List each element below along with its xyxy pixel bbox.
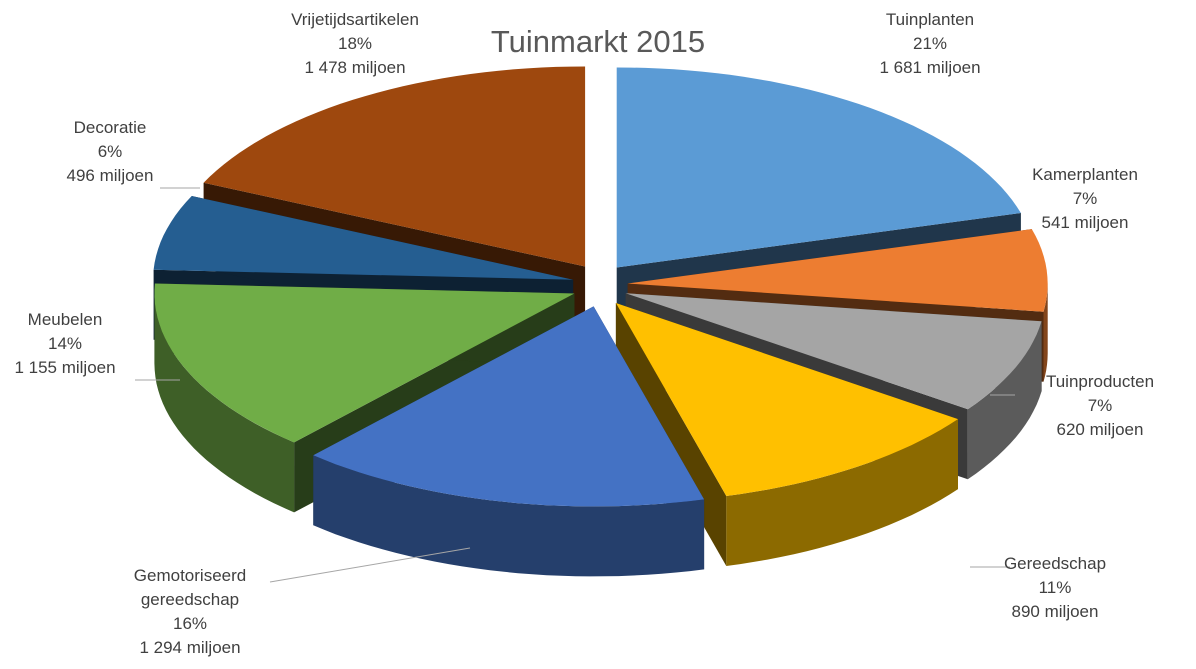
label-percent: 7% [1087,396,1113,415]
label-category: Gereedschap [1003,554,1107,573]
label-category: Tuinproducten [1045,372,1155,391]
slice-side [967,321,1042,480]
label-category: Gemotoriseerd gereedschap [133,566,247,609]
leader-line [269,547,471,583]
slice [616,67,1021,268]
slice-side [1043,283,1048,382]
label-value: 496 miljoen [66,166,154,185]
label-category: Decoratie [73,118,147,137]
label-percent: 16% [172,614,208,633]
label-percent: 18% [337,34,373,53]
data-label: Gemotoriseerd gereedschap 16% 1 294 miljoe… [105,564,275,660]
label-percent: 21% [912,34,948,53]
label-value: 541 miljoen [1041,213,1129,232]
data-label: Kamerplanten 7% 541 miljoen [980,163,1190,235]
data-label: Tuinplanten 21% 1 681 miljoen [825,8,1035,80]
slice [153,196,574,280]
label-percent: 11% [1038,578,1072,597]
label-value: 890 miljoen [1011,602,1099,621]
slice-side [726,419,958,566]
data-label: Gereedschap 11% 890 miljoen [950,552,1160,624]
label-category: Kamerplanten [1032,165,1138,184]
label-value: 1 155 miljoen [14,358,116,377]
data-label: Tuinproducten 7% 620 miljoen [995,370,1196,442]
slice [154,283,575,443]
label-percent: 7% [1072,189,1098,208]
slice [313,306,705,507]
slice-side [154,293,295,513]
label-value: 1 294 miljoen [139,638,241,657]
label-category: Meubelen [27,310,103,329]
chart-title: Tuinmarkt 2015 [490,24,706,59]
label-value: 620 miljoen [1056,420,1144,439]
slice [625,293,1042,410]
data-label: Meubelen 14% 1 155 miljoen [0,308,170,380]
label-percent: 6% [97,142,123,161]
label-value: 1 478 miljoen [304,58,406,77]
label-value: 1 681 miljoen [879,58,981,77]
slice [615,303,958,496]
slice [627,229,1048,312]
data-label: Decoratie 6% 496 miljoen [5,116,215,188]
label-percent: 14% [47,334,83,353]
slice [203,66,586,267]
data-label: Vrijetijdsartikelen 18% 1 478 miljoen [250,8,460,80]
label-category: Vrijetijdsartikelen [291,10,419,29]
label-category: Tuinplanten [885,10,975,29]
slice-side [313,455,705,577]
